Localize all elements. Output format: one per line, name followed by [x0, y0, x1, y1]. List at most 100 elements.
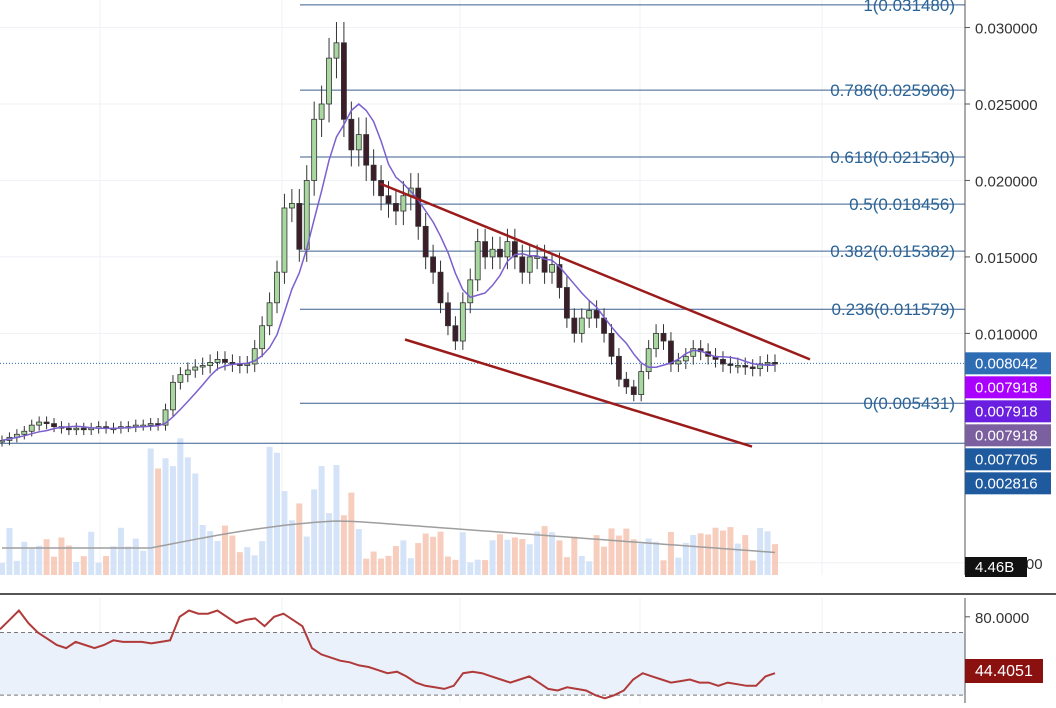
volume-bar: [615, 535, 622, 575]
volume-bar: [36, 545, 43, 575]
candle-body: [638, 371, 645, 395]
candle-body: [571, 317, 578, 334]
candle-body: [504, 241, 511, 258]
volume-bar: [749, 560, 756, 575]
volume-bar: [355, 529, 362, 575]
price-badge-label: 0.008042: [975, 355, 1038, 372]
volume-bar: [660, 560, 667, 575]
candle-body: [749, 366, 756, 369]
candle-body: [734, 365, 741, 368]
candle-body: [400, 195, 407, 212]
volume-bar: [80, 556, 87, 575]
volume-badge: [965, 557, 1027, 577]
fib-level-label: 0.5(0.018456): [849, 195, 955, 214]
candle-body: [281, 207, 288, 273]
price-badge: [965, 448, 1051, 471]
price-axis-tick-label: 0.030000: [975, 21, 1038, 38]
volume-bar: [727, 527, 734, 575]
candle-body: [296, 202, 303, 250]
volume-bar: [303, 536, 310, 575]
volume-bar: [199, 525, 206, 575]
candle-body: [459, 302, 466, 342]
price-axis-tick-label: 0.025000: [975, 97, 1038, 114]
candle-body: [675, 360, 682, 365]
candle-body: [578, 317, 585, 334]
volume-bar: [734, 543, 741, 575]
volume-bar: [65, 545, 72, 575]
volume-bar: [653, 541, 660, 575]
candle-body: [608, 332, 615, 357]
candle-body: [653, 332, 659, 350]
fib-level-label: 0.618(0.021530): [830, 148, 955, 167]
candle-body: [489, 248, 496, 258]
candle-body: [720, 358, 726, 365]
volume-bar: [162, 458, 169, 575]
candle-body: [80, 427, 87, 431]
candle-body: [772, 362, 778, 365]
volume-bar: [214, 540, 221, 575]
candle-body: [586, 310, 593, 319]
candles: [0, 22, 778, 447]
volume-bar: [229, 535, 236, 575]
volume-bar: [333, 464, 340, 575]
candle-body: [437, 271, 444, 304]
candle-body: [556, 264, 563, 288]
candle-body: [147, 423, 154, 426]
candle-body: [378, 180, 384, 197]
candle-body: [660, 332, 667, 342]
candle-body: [616, 355, 622, 380]
volume-bar: [370, 551, 377, 575]
volume-bar: [43, 539, 50, 575]
candle-body: [199, 365, 206, 368]
fib-level-label: 0.236(0.011579): [831, 300, 955, 319]
volume-bar: [400, 540, 407, 575]
candle-body: [355, 134, 362, 151]
volume-bar: [742, 535, 749, 575]
candle-body: [742, 365, 749, 368]
price-badge: [965, 472, 1051, 495]
volume-bar: [117, 527, 124, 575]
trend-line-upper: [379, 182, 811, 361]
volume-bar: [489, 540, 496, 575]
candle-body: [184, 369, 191, 376]
candle-body: [630, 386, 637, 395]
candle-body: [430, 256, 436, 273]
candle-body: [244, 363, 251, 366]
candle-body: [73, 427, 80, 431]
volume-bar: [437, 531, 444, 575]
volume-bar: [95, 562, 102, 575]
candle-body: [482, 241, 489, 258]
candle-body: [668, 340, 674, 365]
candle-body: [65, 427, 72, 431]
volume-bar: [103, 556, 110, 575]
volume-bar: [697, 533, 704, 575]
volume-bar: [318, 466, 325, 575]
volume-bar: [526, 544, 533, 575]
volume-bar: [452, 559, 459, 575]
fib-level-label: 0.786(0.025906): [830, 81, 955, 100]
candle-body: [0, 440, 5, 443]
volume-bar: [88, 531, 95, 575]
volume-bar: [184, 457, 191, 575]
fib-level-label: 0(0.005431): [863, 394, 955, 413]
candle-body: [222, 358, 228, 363]
candle-body: [207, 362, 214, 366]
volume-bar: [690, 534, 697, 575]
volume-bar: [586, 561, 593, 575]
candle-body: [452, 325, 459, 342]
price-axis-tick-label: 0.010000: [975, 326, 1038, 343]
volume-bar: [21, 541, 28, 575]
candle-body: [259, 325, 266, 350]
volume-bar: [712, 527, 719, 575]
volume-bar: [311, 489, 318, 575]
volume-bar: [236, 552, 243, 575]
volume-bar: [764, 531, 771, 575]
volume-bar: [630, 539, 637, 575]
volume-bar: [705, 534, 712, 575]
candle-body: [526, 256, 533, 273]
price-badge: [965, 400, 1051, 423]
volume-bar: [511, 537, 518, 575]
candle-body: [36, 421, 43, 426]
